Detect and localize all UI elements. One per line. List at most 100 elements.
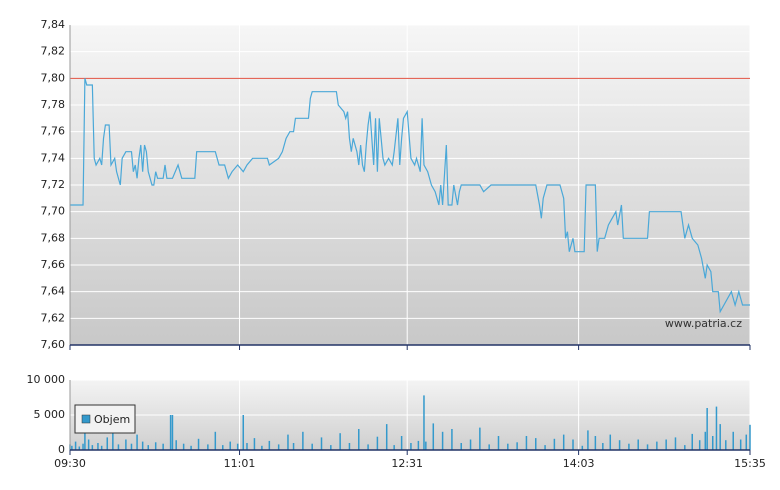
volume-bar bbox=[229, 441, 231, 450]
volume-bar bbox=[441, 431, 444, 450]
volume-bar bbox=[594, 436, 597, 450]
y-tick-label: 0 bbox=[58, 443, 65, 456]
legend-label: Objem bbox=[94, 413, 130, 426]
volume-bar bbox=[91, 445, 94, 450]
volume-bar bbox=[698, 440, 701, 450]
volume-bar bbox=[130, 443, 133, 450]
y-tick-label: 7,80 bbox=[41, 71, 66, 84]
volume-bar bbox=[376, 436, 379, 450]
volume-bar bbox=[704, 431, 707, 450]
volume-bar bbox=[175, 440, 177, 450]
volume-bar bbox=[169, 415, 172, 450]
volume-bar bbox=[74, 441, 77, 450]
volume-bar bbox=[222, 445, 224, 450]
volume-bar bbox=[141, 441, 144, 450]
volume-bar bbox=[400, 436, 403, 450]
volume-bar bbox=[125, 439, 127, 450]
volume-bar bbox=[507, 443, 509, 450]
volume-bar bbox=[656, 441, 658, 450]
volume-bar bbox=[684, 445, 686, 450]
volume-bar bbox=[725, 440, 727, 450]
volume-bar bbox=[516, 442, 518, 450]
volume-bar bbox=[236, 443, 239, 450]
volume-bar bbox=[711, 436, 714, 450]
x-tick-label: 11:01 bbox=[224, 457, 256, 470]
volume-bar bbox=[488, 444, 490, 450]
y-tick-label: 7,66 bbox=[41, 258, 66, 271]
volume-bar bbox=[637, 439, 639, 450]
volume-bar bbox=[154, 442, 157, 450]
volume-bar bbox=[572, 439, 574, 450]
volume-bar bbox=[348, 443, 351, 450]
volume-bar bbox=[745, 434, 748, 450]
volume-bar bbox=[609, 434, 612, 450]
volume-bar bbox=[320, 437, 323, 450]
volume-bar bbox=[136, 434, 138, 450]
y-tick-label: 7,72 bbox=[41, 178, 66, 191]
volume-bar bbox=[147, 445, 149, 450]
volume-bar bbox=[330, 445, 332, 450]
volume-bar bbox=[410, 443, 412, 450]
legend: Objem bbox=[74, 404, 136, 434]
y-tick-label: 7,62 bbox=[41, 311, 66, 324]
y-tick-label: 7,64 bbox=[41, 285, 66, 298]
y-tick-label: 7,82 bbox=[41, 45, 66, 58]
volume-bar bbox=[268, 440, 271, 450]
volume-bar bbox=[618, 440, 621, 450]
volume-bar bbox=[367, 444, 369, 450]
volume-bar bbox=[423, 395, 425, 450]
price-line bbox=[70, 78, 750, 314]
volume-bar bbox=[246, 443, 248, 450]
volume-bar bbox=[182, 443, 185, 450]
volume-bar bbox=[292, 443, 295, 450]
volume-bar bbox=[71, 445, 73, 450]
volume-bar bbox=[190, 445, 192, 450]
x-tick-label: 14:03 bbox=[563, 457, 595, 470]
volume-bar bbox=[535, 438, 537, 450]
volume-bar bbox=[602, 443, 604, 450]
volume-bar bbox=[497, 436, 500, 450]
volume-bar bbox=[393, 445, 395, 450]
x-tick-label: 12:31 bbox=[391, 457, 423, 470]
volume-bar bbox=[417, 440, 420, 450]
y-tick-label: 5 000 bbox=[34, 408, 66, 421]
volume-bar bbox=[197, 438, 200, 450]
volume-bar bbox=[214, 431, 217, 450]
volume-bar bbox=[425, 441, 427, 450]
volume-bar bbox=[587, 430, 589, 450]
volume-bar bbox=[581, 445, 584, 450]
volume-bar bbox=[117, 444, 120, 450]
volume-bar bbox=[451, 429, 453, 450]
volume-bar bbox=[432, 423, 435, 450]
y-tick-label: 7,60 bbox=[41, 338, 66, 351]
volume-bar bbox=[460, 443, 462, 450]
volume-bar bbox=[562, 434, 565, 450]
volume-bar bbox=[674, 437, 677, 450]
y-tick-label: 7,74 bbox=[41, 151, 66, 164]
volume-bar bbox=[732, 431, 734, 450]
volume-bar bbox=[261, 445, 263, 450]
volume-bar bbox=[749, 424, 751, 450]
watermark: www.patria.cz bbox=[665, 317, 742, 330]
y-tick-label: 7,68 bbox=[41, 231, 66, 244]
volume-bar bbox=[469, 439, 472, 450]
volume-bar bbox=[719, 424, 721, 450]
volume-bar bbox=[311, 443, 313, 450]
y-tick-label: 7,76 bbox=[41, 125, 66, 138]
volume-bar bbox=[302, 431, 304, 450]
volume-bar bbox=[84, 432, 86, 450]
volume-bar bbox=[544, 445, 546, 450]
volume-bar bbox=[253, 438, 256, 450]
volume-bar bbox=[646, 444, 649, 450]
volume-bar bbox=[82, 443, 84, 450]
volume-bar bbox=[691, 433, 693, 450]
volume-bar bbox=[162, 443, 164, 450]
volume-bar bbox=[706, 408, 708, 450]
volume-bar bbox=[100, 445, 103, 450]
volume-bar bbox=[112, 433, 114, 450]
x-tick-label: 15:35 bbox=[734, 457, 766, 470]
volume-bar bbox=[525, 436, 528, 450]
volume-bar bbox=[106, 437, 109, 450]
legend-swatch bbox=[81, 414, 91, 424]
